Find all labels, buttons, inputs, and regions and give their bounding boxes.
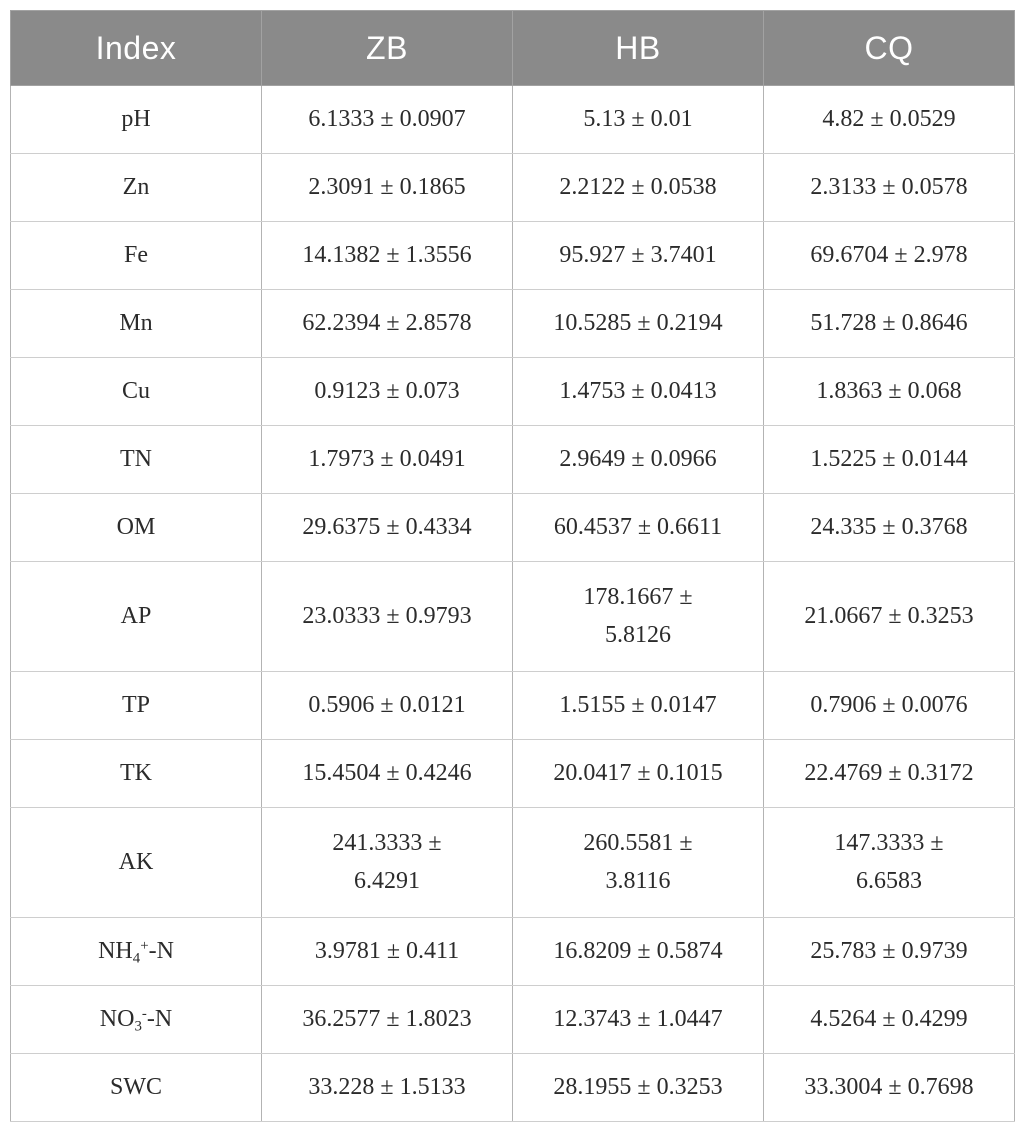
row-label: AP bbox=[10, 561, 262, 672]
table-row: NH4+-N 3.9781 ± 0.411 16.8209 ± 0.5874 2… bbox=[10, 917, 1015, 986]
value-cell: 16.8209 ± 0.5874 bbox=[512, 917, 764, 986]
header-row: Index ZB HB CQ bbox=[10, 10, 1015, 86]
column-header-cq: CQ bbox=[763, 10, 1015, 86]
value-cell: 241.3333 ± 6.4291 bbox=[261, 807, 513, 918]
table-row: AK 241.3333 ± 6.4291 260.5581 ± 3.8116 1… bbox=[10, 807, 1015, 918]
row-label: Zn bbox=[10, 153, 262, 222]
value-cell: 1.8363 ± 0.068 bbox=[763, 357, 1015, 426]
value-cell: 14.1382 ± 1.3556 bbox=[261, 221, 513, 290]
value-cell: 260.5581 ± 3.8116 bbox=[512, 807, 764, 918]
table-body: pH 6.1333 ± 0.0907 5.13 ± 0.01 4.82 ± 0.… bbox=[10, 85, 1015, 1122]
value-cell: 2.3091 ± 0.1865 bbox=[261, 153, 513, 222]
value-cell: 69.6704 ± 2.978 bbox=[763, 221, 1015, 290]
row-label: OM bbox=[10, 493, 262, 562]
row-label: NH4+-N bbox=[10, 917, 262, 986]
value-cell: 29.6375 ± 0.4334 bbox=[261, 493, 513, 562]
soil-index-table: Index ZB HB CQ pH 6.1333 ± 0.0907 5.13 ±… bbox=[10, 10, 1015, 1122]
table-row: Fe 14.1382 ± 1.3556 95.927 ± 3.7401 69.6… bbox=[10, 221, 1015, 290]
value-cell: 20.0417 ± 0.1015 bbox=[512, 739, 764, 808]
value-cell: 1.5155 ± 0.0147 bbox=[512, 671, 764, 740]
value-cell: 6.1333 ± 0.0907 bbox=[261, 85, 513, 154]
value-cell: 21.0667 ± 0.3253 bbox=[763, 561, 1015, 672]
row-label: TK bbox=[10, 739, 262, 808]
value-cell: 28.1955 ± 0.3253 bbox=[512, 1053, 764, 1122]
row-label: NO3--N bbox=[10, 985, 262, 1054]
value-cell: 95.927 ± 3.7401 bbox=[512, 221, 764, 290]
row-label: pH bbox=[10, 85, 262, 154]
row-label: TN bbox=[10, 425, 262, 494]
value-cell: 33.228 ± 1.5133 bbox=[261, 1053, 513, 1122]
value-cell: 33.3004 ± 0.7698 bbox=[763, 1053, 1015, 1122]
column-header-zb: ZB bbox=[261, 10, 513, 86]
value-cell: 1.7973 ± 0.0491 bbox=[261, 425, 513, 494]
table-row: TP 0.5906 ± 0.0121 1.5155 ± 0.0147 0.790… bbox=[10, 671, 1015, 740]
value-cell: 15.4504 ± 0.4246 bbox=[261, 739, 513, 808]
value-cell: 0.7906 ± 0.0076 bbox=[763, 671, 1015, 740]
row-label: AK bbox=[10, 807, 262, 918]
value-cell: 178.1667 ± 5.8126 bbox=[512, 561, 764, 672]
value-cell: 0.5906 ± 0.0121 bbox=[261, 671, 513, 740]
value-cell: 60.4537 ± 0.6611 bbox=[512, 493, 764, 562]
table-row: TN 1.7973 ± 0.0491 2.9649 ± 0.0966 1.522… bbox=[10, 425, 1015, 494]
value-cell: 0.9123 ± 0.073 bbox=[261, 357, 513, 426]
table-row: pH 6.1333 ± 0.0907 5.13 ± 0.01 4.82 ± 0.… bbox=[10, 85, 1015, 154]
table-row: OM 29.6375 ± 0.4334 60.4537 ± 0.6611 24.… bbox=[10, 493, 1015, 562]
value-cell: 1.5225 ± 0.0144 bbox=[763, 425, 1015, 494]
table-row: Zn 2.3091 ± 0.1865 2.2122 ± 0.0538 2.313… bbox=[10, 153, 1015, 222]
row-label: TP bbox=[10, 671, 262, 740]
table-header: Index ZB HB CQ bbox=[10, 10, 1015, 86]
table-row: SWC 33.228 ± 1.5133 28.1955 ± 0.3253 33.… bbox=[10, 1053, 1015, 1122]
value-cell: 5.13 ± 0.01 bbox=[512, 85, 764, 154]
table-row: Mn 62.2394 ± 2.8578 10.5285 ± 0.2194 51.… bbox=[10, 289, 1015, 358]
value-cell: 147.3333 ± 6.6583 bbox=[763, 807, 1015, 918]
value-cell: 2.2122 ± 0.0538 bbox=[512, 153, 764, 222]
value-cell: 1.4753 ± 0.0413 bbox=[512, 357, 764, 426]
value-cell: 4.5264 ± 0.4299 bbox=[763, 985, 1015, 1054]
row-label: SWC bbox=[10, 1053, 262, 1122]
value-cell: 2.3133 ± 0.0578 bbox=[763, 153, 1015, 222]
table-row: TK 15.4504 ± 0.4246 20.0417 ± 0.1015 22.… bbox=[10, 739, 1015, 808]
column-header-index: Index bbox=[10, 10, 262, 86]
value-cell: 62.2394 ± 2.8578 bbox=[261, 289, 513, 358]
table-row: Cu 0.9123 ± 0.073 1.4753 ± 0.0413 1.8363… bbox=[10, 357, 1015, 426]
table-row: AP 23.0333 ± 0.9793 178.1667 ± 5.8126 21… bbox=[10, 561, 1015, 672]
table-row: NO3--N 36.2577 ± 1.8023 12.3743 ± 1.0447… bbox=[10, 985, 1015, 1054]
value-cell: 36.2577 ± 1.8023 bbox=[261, 985, 513, 1054]
value-cell: 22.4769 ± 0.3172 bbox=[763, 739, 1015, 808]
row-label: Mn bbox=[10, 289, 262, 358]
value-cell: 23.0333 ± 0.9793 bbox=[261, 561, 513, 672]
row-label: Fe bbox=[10, 221, 262, 290]
row-label: Cu bbox=[10, 357, 262, 426]
value-cell: 3.9781 ± 0.411 bbox=[261, 917, 513, 986]
column-header-hb: HB bbox=[512, 10, 764, 86]
value-cell: 2.9649 ± 0.0966 bbox=[512, 425, 764, 494]
value-cell: 10.5285 ± 0.2194 bbox=[512, 289, 764, 358]
value-cell: 25.783 ± 0.9739 bbox=[763, 917, 1015, 986]
value-cell: 51.728 ± 0.8646 bbox=[763, 289, 1015, 358]
value-cell: 12.3743 ± 1.0447 bbox=[512, 985, 764, 1054]
value-cell: 24.335 ± 0.3768 bbox=[763, 493, 1015, 562]
value-cell: 4.82 ± 0.0529 bbox=[763, 85, 1015, 154]
